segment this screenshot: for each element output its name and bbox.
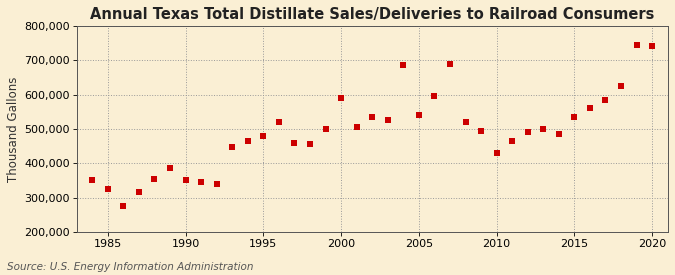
Point [289,141,300,145]
Point [367,115,377,119]
Point [476,128,487,133]
Point [118,204,129,208]
Point [335,96,346,100]
Y-axis label: Thousand Gallons: Thousand Gallons [7,76,20,182]
Point [351,125,362,129]
Point [429,94,440,98]
Point [242,139,253,143]
Point [445,61,456,66]
Point [320,127,331,131]
Point [554,132,564,136]
Point [522,130,533,134]
Point [87,178,98,183]
Point [538,127,549,131]
Point [600,98,611,102]
Title: Annual Texas Total Distillate Sales/Deliveries to Railroad Consumers: Annual Texas Total Distillate Sales/Deli… [90,7,654,22]
Point [273,120,284,124]
Point [180,178,191,183]
Point [196,180,207,184]
Point [647,44,657,49]
Point [569,115,580,119]
Point [134,190,144,195]
Point [414,113,425,117]
Point [382,118,393,122]
Point [304,142,315,147]
Point [398,63,408,68]
Point [103,187,113,191]
Point [165,166,176,170]
Point [616,84,626,88]
Point [460,120,471,124]
Point [631,43,642,47]
Point [227,145,238,149]
Point [585,106,595,111]
Point [211,182,222,187]
Point [149,177,160,181]
Point [258,134,269,138]
Point [507,139,518,143]
Point [491,151,502,155]
Text: Source: U.S. Energy Information Administration: Source: U.S. Energy Information Administ… [7,262,253,272]
